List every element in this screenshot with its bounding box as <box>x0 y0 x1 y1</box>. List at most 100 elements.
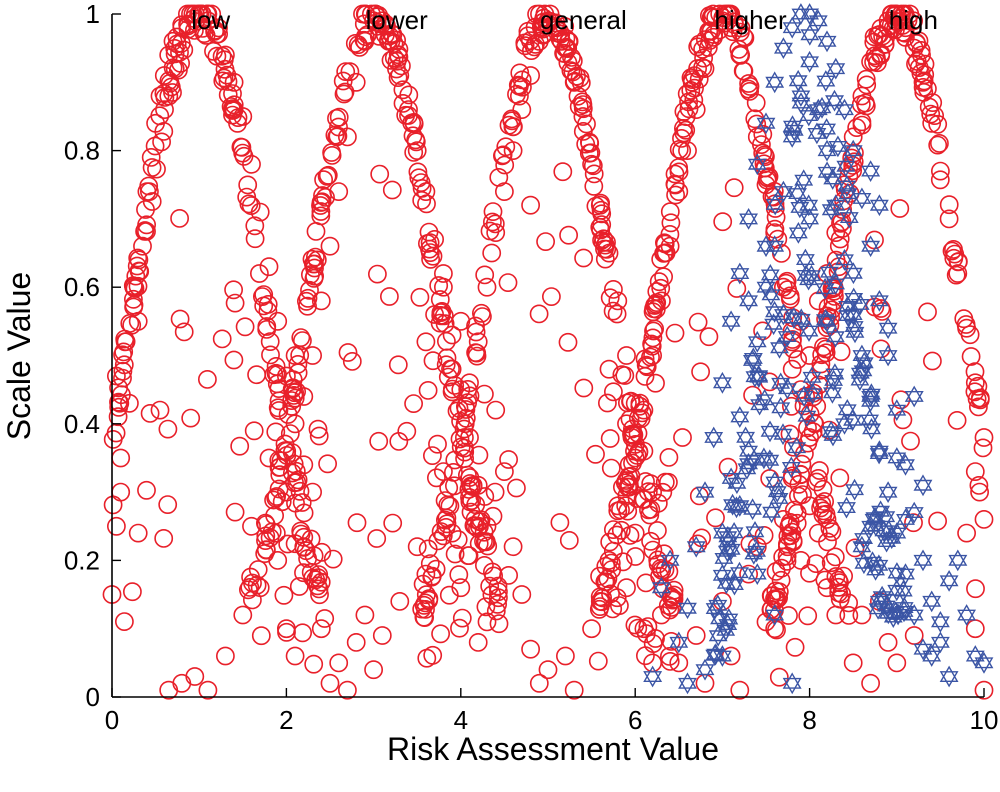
red-circle-point <box>268 311 288 331</box>
red-circle-point <box>372 626 392 645</box>
red-circle-point <box>895 23 915 43</box>
red-circle-point <box>260 528 280 548</box>
red-circle-point <box>312 542 332 562</box>
blue-star-point <box>896 508 915 531</box>
red-circle-point <box>857 75 877 95</box>
red-circle-point <box>466 316 485 336</box>
red-circle-point <box>816 504 836 524</box>
red-circle-point <box>266 363 286 383</box>
red-circle-point <box>109 378 129 398</box>
red-circle-point <box>459 479 479 499</box>
red-circle-point <box>559 225 579 245</box>
red-circle-point <box>782 396 801 416</box>
red-circle-point <box>420 243 440 263</box>
red-circle-point <box>266 488 286 508</box>
blue-star-point <box>669 631 689 654</box>
red-circle-point <box>329 653 349 673</box>
blue-star-point <box>678 597 697 620</box>
red-circle-point <box>912 45 931 65</box>
red-circle-point <box>311 619 331 639</box>
red-circle-point <box>393 80 413 100</box>
red-circle-point <box>256 515 276 535</box>
red-circle-point <box>288 354 308 374</box>
red-circle-point <box>803 422 823 442</box>
red-circle-point <box>776 273 796 293</box>
red-circle-point <box>754 154 774 174</box>
blue-star-point <box>712 371 732 394</box>
red-circle-point <box>839 606 859 625</box>
red-circle-point <box>417 648 437 668</box>
red-circle-point <box>767 590 787 609</box>
red-circle-point <box>260 332 280 352</box>
red-circle-point <box>269 450 289 470</box>
blue-star-point <box>770 336 789 359</box>
red-circle-point <box>648 521 667 540</box>
red-circle-point <box>669 162 689 182</box>
red-circle-point <box>285 646 305 666</box>
red-circle-point <box>270 465 290 485</box>
red-circle-point <box>691 362 711 382</box>
red-circle-point <box>629 408 648 428</box>
red-circle-point <box>431 624 451 644</box>
red-circle-point <box>684 90 704 110</box>
red-circle-point <box>306 221 326 241</box>
blue-star-point <box>965 645 985 667</box>
red-circle-point <box>965 462 985 482</box>
red-circle-point <box>302 249 322 269</box>
red-circle-point <box>601 458 621 478</box>
red-circle-point <box>660 647 679 666</box>
annotation-low: low <box>191 5 230 35</box>
red-circle-point <box>624 425 644 445</box>
red-circle-point <box>160 73 180 93</box>
red-circle-point <box>636 624 656 644</box>
red-circle-point <box>930 133 949 153</box>
red-circle-point <box>261 345 280 365</box>
red-circle-point <box>155 100 174 120</box>
red-circle-point <box>681 68 701 88</box>
red-circle-point <box>126 266 146 286</box>
red-circle-point <box>604 382 623 402</box>
blue-star-point <box>843 139 863 162</box>
red-circle-point <box>323 549 343 569</box>
red-circle-point <box>333 71 353 91</box>
blue-star-point <box>773 180 793 203</box>
red-circle-point <box>451 411 471 431</box>
red-circle-point <box>782 359 802 379</box>
blue-star-point <box>727 472 747 495</box>
red-circle-point <box>198 680 218 700</box>
red-circle-point <box>435 314 455 334</box>
red-circle-point <box>334 84 354 104</box>
red-circle-point <box>598 569 618 589</box>
blue-star-point <box>887 399 907 421</box>
red-circle-point <box>766 562 786 581</box>
blue-star-point <box>782 672 802 695</box>
red-circle-point <box>586 444 605 464</box>
red-circle-point <box>317 166 337 186</box>
red-circle-point <box>574 378 594 398</box>
blue-star-point <box>835 98 854 121</box>
red-circle-point <box>724 178 744 198</box>
blue-star-point <box>835 412 854 435</box>
red-circle-point <box>407 141 427 161</box>
red-circle-point <box>521 639 541 659</box>
red-circle-point <box>603 301 623 321</box>
red-circle-point <box>635 366 655 386</box>
red-circle-point <box>266 356 286 376</box>
red-circle-point <box>582 154 602 174</box>
red-circle-point <box>942 241 962 261</box>
red-circle-point <box>239 194 259 214</box>
red-circle-point <box>553 162 573 182</box>
red-circle-point <box>466 322 486 342</box>
red-circle-point <box>579 143 599 163</box>
blue-star-point <box>695 481 715 503</box>
blue-star-point <box>845 478 865 501</box>
red-circle-point <box>574 248 594 268</box>
red-circle-point <box>411 173 431 193</box>
blue-star-point <box>643 665 663 688</box>
red-circle-point <box>706 508 725 528</box>
blue-star-point <box>771 372 791 395</box>
blue-star-point <box>756 235 776 258</box>
blue-star-point <box>802 366 822 389</box>
red-circle-point <box>600 532 620 552</box>
red-circle-point <box>619 455 639 475</box>
